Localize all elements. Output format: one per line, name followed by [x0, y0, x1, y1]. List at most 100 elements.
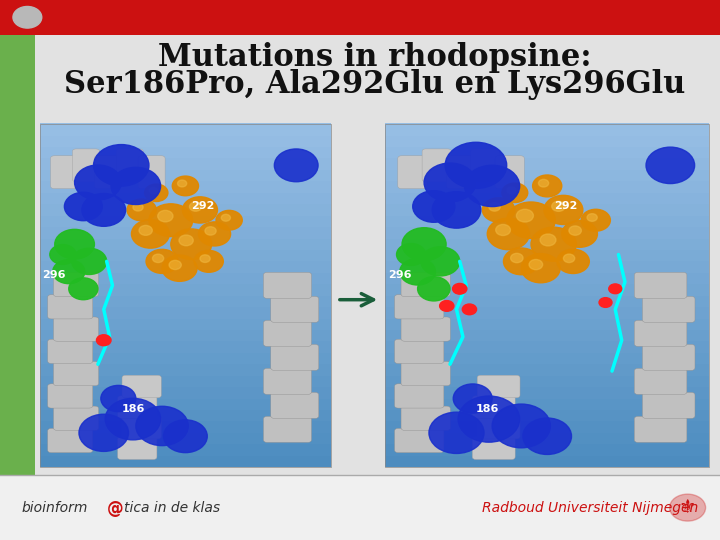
Circle shape — [133, 204, 143, 211]
FancyBboxPatch shape — [471, 149, 500, 182]
FancyBboxPatch shape — [122, 416, 161, 439]
Bar — [40, 318, 331, 330]
FancyBboxPatch shape — [477, 416, 520, 439]
Text: Radboud Universiteit Nijmegen: Radboud Universiteit Nijmegen — [482, 501, 698, 515]
Circle shape — [482, 198, 515, 222]
FancyBboxPatch shape — [264, 416, 312, 442]
Circle shape — [495, 225, 510, 235]
Bar — [40, 397, 331, 410]
Circle shape — [533, 175, 562, 197]
Circle shape — [424, 163, 476, 202]
Bar — [40, 249, 331, 261]
FancyBboxPatch shape — [401, 362, 451, 386]
Circle shape — [453, 284, 467, 294]
Circle shape — [82, 193, 125, 226]
Bar — [385, 158, 709, 170]
Bar — [385, 192, 709, 204]
Circle shape — [489, 202, 500, 211]
Circle shape — [523, 418, 572, 455]
Circle shape — [139, 225, 153, 235]
Circle shape — [429, 412, 484, 454]
FancyBboxPatch shape — [264, 272, 312, 298]
Circle shape — [199, 222, 230, 246]
Bar — [385, 123, 709, 136]
FancyBboxPatch shape — [446, 156, 476, 188]
Circle shape — [587, 214, 598, 221]
Circle shape — [153, 254, 163, 262]
Text: Mutations in rhodopsine:: Mutations in rhodopsine: — [158, 42, 591, 73]
Bar — [40, 238, 331, 250]
Circle shape — [169, 260, 181, 269]
Bar — [385, 146, 709, 159]
Bar — [385, 306, 709, 319]
FancyBboxPatch shape — [477, 375, 520, 398]
Text: Ser186Pro, Ala292Glu en Lys296Glu: Ser186Pro, Ala292Glu en Lys296Glu — [64, 69, 685, 100]
Circle shape — [132, 220, 169, 248]
Circle shape — [189, 202, 202, 211]
Text: tica in de klas: tica in de klas — [124, 501, 220, 515]
Bar — [385, 352, 709, 364]
Bar — [385, 340, 709, 353]
Bar — [385, 134, 709, 147]
FancyBboxPatch shape — [642, 345, 695, 370]
Circle shape — [492, 404, 550, 448]
FancyBboxPatch shape — [117, 396, 157, 418]
Bar — [385, 420, 709, 433]
Bar — [385, 443, 709, 456]
Circle shape — [609, 284, 622, 294]
Bar — [385, 169, 709, 181]
FancyBboxPatch shape — [48, 428, 93, 453]
Bar — [40, 352, 331, 364]
Circle shape — [581, 210, 611, 231]
Bar — [385, 203, 709, 215]
Circle shape — [507, 187, 516, 194]
Bar — [40, 340, 331, 353]
Circle shape — [101, 386, 136, 411]
Circle shape — [440, 301, 454, 311]
Bar — [40, 283, 331, 296]
Bar — [385, 409, 709, 421]
Bar — [40, 455, 331, 467]
Circle shape — [182, 197, 217, 223]
Circle shape — [544, 195, 583, 225]
Circle shape — [516, 210, 534, 222]
Circle shape — [464, 165, 520, 207]
Bar — [40, 158, 331, 170]
FancyBboxPatch shape — [48, 339, 93, 363]
Circle shape — [72, 248, 107, 274]
FancyBboxPatch shape — [634, 368, 687, 394]
Bar — [40, 432, 331, 444]
Bar — [40, 192, 331, 204]
Circle shape — [552, 201, 565, 211]
FancyBboxPatch shape — [48, 384, 93, 408]
Circle shape — [194, 251, 223, 272]
FancyBboxPatch shape — [642, 296, 695, 322]
Circle shape — [557, 249, 590, 273]
Bar — [40, 295, 331, 307]
Circle shape — [529, 259, 543, 269]
Bar — [385, 180, 709, 193]
FancyBboxPatch shape — [53, 317, 99, 341]
Text: 296: 296 — [42, 270, 66, 280]
Bar — [385, 375, 709, 387]
Bar — [385, 124, 709, 467]
Bar — [40, 260, 331, 273]
Circle shape — [562, 220, 598, 247]
Bar — [40, 420, 331, 433]
Circle shape — [599, 298, 612, 307]
Circle shape — [510, 253, 523, 262]
FancyBboxPatch shape — [397, 156, 427, 188]
Text: bioinform: bioinform — [22, 501, 88, 515]
Bar — [40, 123, 331, 136]
Circle shape — [205, 227, 216, 235]
Circle shape — [171, 229, 212, 260]
Circle shape — [502, 183, 528, 202]
Text: 292: 292 — [192, 201, 215, 212]
Circle shape — [105, 399, 161, 440]
Text: 186: 186 — [121, 404, 145, 414]
Bar — [385, 260, 709, 273]
Circle shape — [397, 244, 426, 266]
Circle shape — [216, 211, 242, 230]
Circle shape — [75, 165, 121, 200]
Bar — [385, 249, 709, 261]
